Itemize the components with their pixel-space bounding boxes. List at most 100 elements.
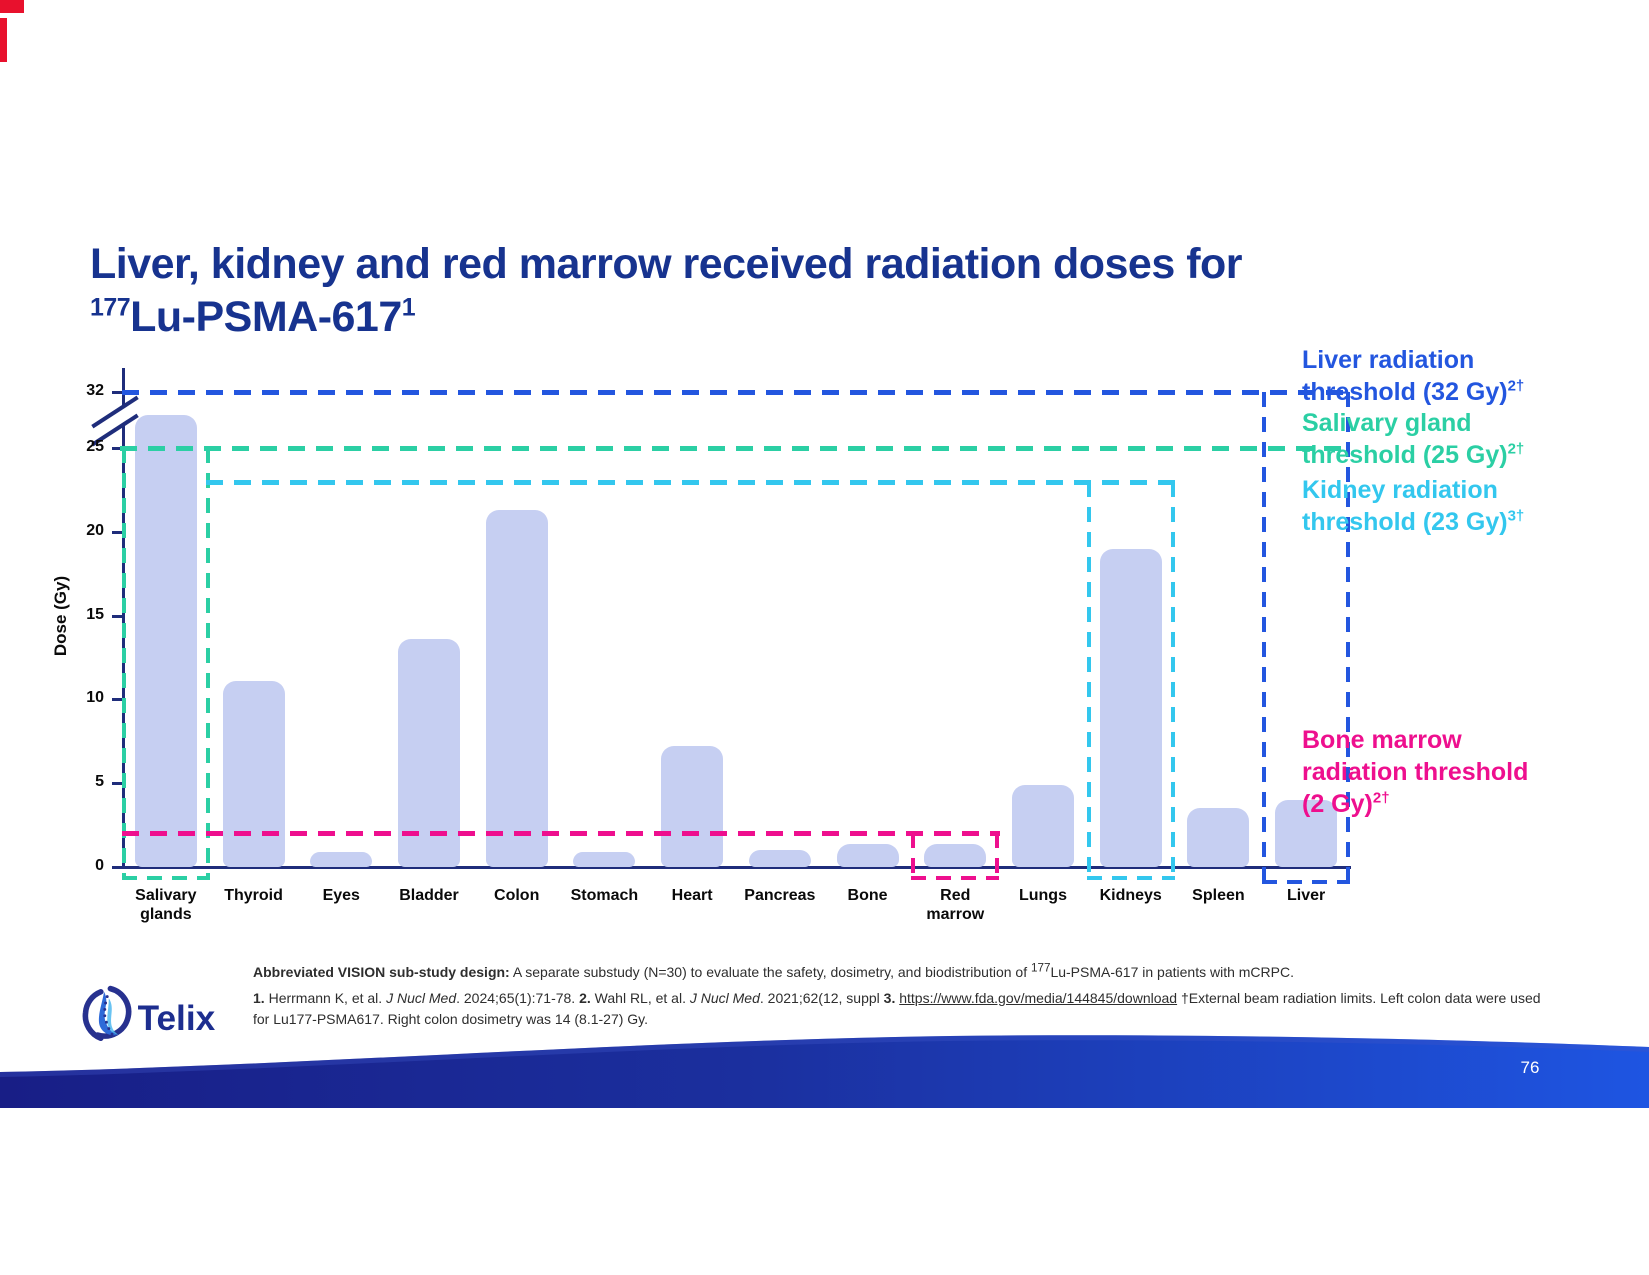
y-axis-line [122,368,125,867]
x-label-eyes: Eyes [322,887,360,904]
highlight-box-edge [1262,880,1351,884]
y-tick-label: 25 [86,438,104,455]
x-label-pancreas: Pancreas [744,887,816,904]
legend-kidney-line: threshold (23 Gy) [1302,508,1508,536]
highlight-box-edge [1170,481,1175,880]
y-tick-label: 15 [86,605,104,623]
threshold-line-liver [122,390,1352,395]
y-tick [112,782,122,786]
screen-edge-artifact [0,18,7,62]
footnote-text: Abbreviated VISION sub-study design: [253,964,510,980]
footnote-text: J Nucl Med [689,990,760,1006]
highlight-box-edge [1086,481,1091,880]
footnote-text: 177 [1030,961,1051,975]
threshold-line-salivary [120,446,1352,451]
y-tick-label: 20 [86,521,104,539]
y-tick-label: 32 [86,382,104,399]
x-label-kidneys: Kidneys [1099,887,1162,904]
y-tick-label: 5 [95,773,104,791]
legend-bone_marrow-line: radiation threshold [1302,758,1529,786]
legend-salivary-line: threshold (25 Gy) [1302,441,1508,469]
y-tick [112,447,122,450]
footnote-text: †External beam radiation limits. Left co… [253,990,1541,1027]
x-label-stomach: Stomach [570,887,639,904]
bar-red-marrow [924,843,987,867]
footer-wave [0,1035,1649,1108]
x-label-salivary-glands: Salivary glands [135,887,197,923]
footnote-text: Wahl RL, et al. [590,990,690,1006]
page-number: 76 [1520,1058,1540,1077]
legend-bone_marrow: Bone marrow radiation threshold (2 Gy)2† [1302,724,1632,820]
x-label-lungs: Lungs [1018,887,1067,904]
footnote-text: 1. [253,990,265,1006]
bar-bone [836,843,899,867]
x-axis-line [122,866,1351,869]
bar-thyroid [222,680,285,867]
highlight-box-edge [911,875,1000,880]
legend-kidney: Kidney radiation threshold (23 Gy)3† [1302,474,1632,538]
bar-eyes [310,851,373,867]
footnote-text: . 2024;65(1):71-78. [456,990,580,1006]
y-tick [112,698,122,702]
x-label-colon: Colon [494,887,540,904]
x-label-red-marrow: Red marrow [926,887,985,923]
footnote-text: . 2021;62(12, suppl [759,990,884,1006]
bar-liver [1275,799,1338,867]
x-label-heart: Heart [671,887,713,904]
bar-lungs [1012,784,1074,867]
highlight-box-edge [1262,392,1267,884]
y-tick [112,614,122,618]
highlight-box-edge [205,448,210,880]
fda-download-link[interactable]: https://www.fda.gov/media/144845/downloa… [899,990,1178,1006]
telix-swirl-icon [82,985,132,1041]
footnote-text: Lu-PSMA-617 in patients with mCRPC. [1050,964,1294,980]
x-label-bladder: Bladder [399,887,459,904]
footnote-study-design: Abbreviated VISION sub-study design: A s… [253,962,1563,983]
footnote-text: J Nucl Med [386,990,457,1006]
page-title: Liver, kidney and red marrow received ra… [90,238,1470,344]
footnote-text: Herrmann K, et al. [264,990,387,1006]
legend-kidney-superscript: 3† [1507,507,1525,525]
highlight-box-edge [1086,875,1175,880]
y-tick [112,391,122,394]
telix-logo-text: Telix [138,999,216,1038]
title-reference-superscript: 1 [401,293,416,322]
footnote-text: A separate substudy (N=30) to evaluate t… [509,964,1031,980]
bar-colon [485,510,548,867]
legend-liver-line: threshold (32 Gy) [1302,378,1508,406]
legend-salivary: Salivary gland threshold (25 Gy)2† [1302,407,1632,471]
legend-liver-line: Liver radiation [1302,346,1475,374]
threshold-line-kidney [206,479,1176,485]
x-label-liver: Liver [1287,887,1326,904]
legend-salivary-line: Salivary gland [1302,409,1472,437]
legend-bone_marrow-line: Bone marrow [1302,726,1462,754]
x-label-thyroid: Thyroid [224,887,283,904]
bar-stomach [573,851,636,867]
bar-pancreas [748,850,811,867]
title-line1: Liver, kidney and red marrow received ra… [90,240,1243,288]
legend-liver-superscript: 2† [1507,377,1525,395]
bar-heart [661,746,724,867]
title-isotope-superscript: 177 [90,293,131,322]
screen-corner-artifact [0,0,24,13]
title-line2: Lu-PSMA-617 [130,293,402,341]
legend-kidney-line: Kidney radiation [1302,476,1498,504]
y-tick-label: 10 [86,689,104,707]
footnote-references: 1. Herrmann K, et al. J Nucl Med. 2024;6… [253,988,1553,1030]
highlight-box-edge [911,833,916,880]
highlight-box-edge [995,833,1000,880]
legend-liver: Liver radiation threshold (32 Gy)2† [1302,344,1632,408]
legend-bone_marrow-line: (2 Gy) [1302,790,1373,818]
footnote-text: 2. [579,990,591,1006]
legend-salivary-superscript: 2† [1507,440,1525,458]
bar-bladder [398,639,460,867]
y-tick [112,530,122,534]
threshold-line-bone_marrow [122,831,1000,837]
bar-kidneys [1099,548,1162,867]
telix-logo: Telix [82,985,216,1041]
y-tick [112,866,122,869]
y-tick-label: 0 [95,857,104,874]
legend-bone_marrow-superscript: 2† [1372,789,1390,807]
footnote-text: 3. [883,990,896,1006]
